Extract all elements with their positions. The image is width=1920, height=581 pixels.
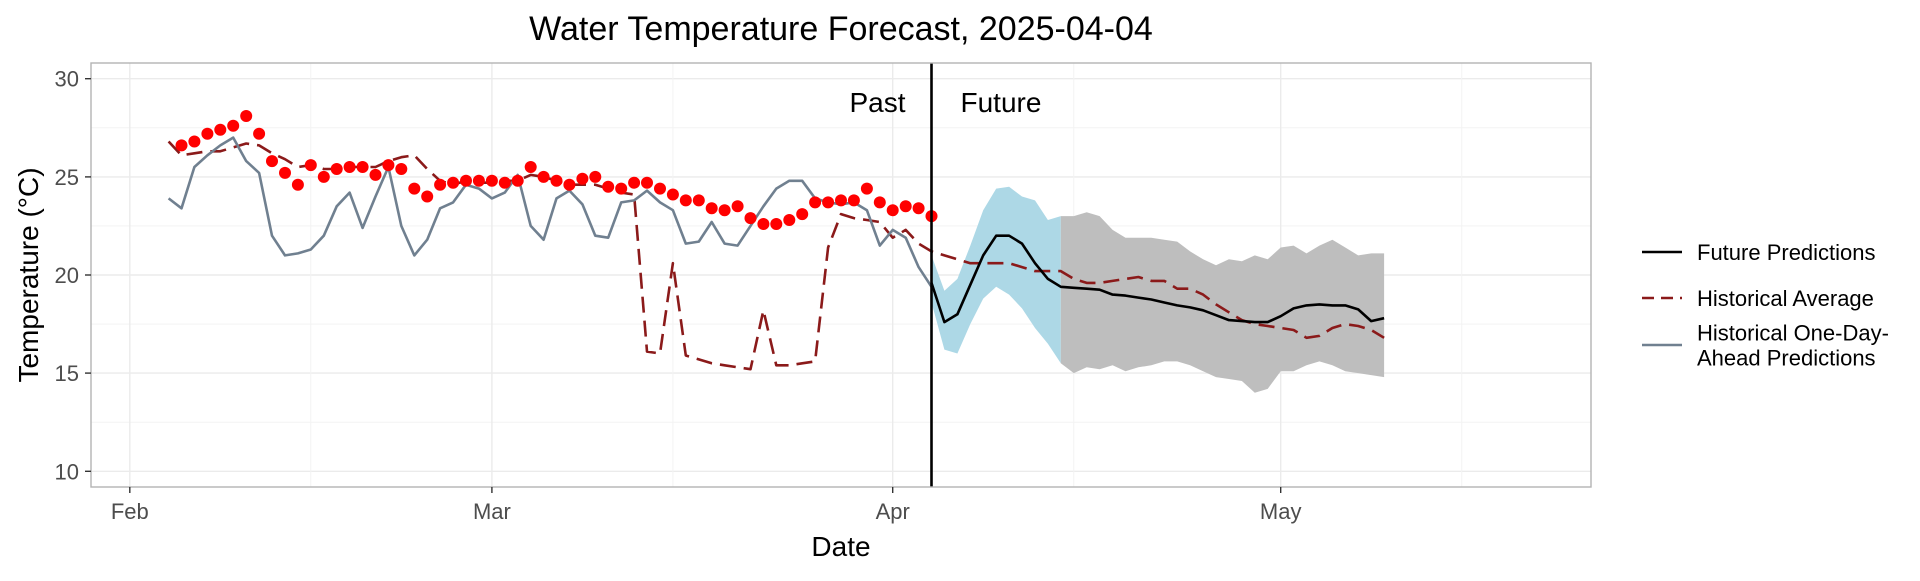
x-tick-label: Mar — [473, 499, 511, 524]
observed-point — [641, 176, 653, 189]
observed-point — [253, 127, 266, 140]
observed-point — [291, 178, 304, 191]
observed-point — [408, 182, 421, 195]
observed-point — [576, 172, 589, 185]
observed-point — [809, 196, 822, 209]
observed-point — [679, 194, 692, 207]
observed-point — [395, 163, 408, 175]
observed-point — [899, 200, 912, 213]
observed-point — [563, 178, 576, 191]
observed-point — [227, 119, 240, 132]
x-tick-label: May — [1260, 499, 1302, 524]
observed-point — [266, 155, 278, 168]
observed-point — [744, 212, 757, 225]
ribbon-near-band — [931, 186, 1061, 364]
y-tick-label: 20 — [55, 263, 79, 288]
observed-point — [757, 218, 770, 230]
observed-point — [537, 170, 550, 183]
ribbon-far-band — [1060, 212, 1385, 393]
observed-point — [822, 196, 835, 209]
observed-point — [550, 174, 563, 187]
x-axis-title: Date — [811, 531, 870, 562]
y-tick-label: 25 — [55, 165, 79, 190]
observed-point — [666, 188, 679, 201]
observed-point — [628, 176, 641, 189]
observed-point — [434, 178, 447, 191]
observed-point — [705, 202, 718, 215]
observed-point — [615, 182, 628, 195]
observed-point — [912, 202, 925, 215]
observed-point — [498, 176, 511, 189]
ribbons — [931, 186, 1385, 393]
observed-point — [175, 139, 188, 152]
observed-point — [589, 170, 602, 183]
series-lines — [167, 136, 1385, 371]
observed-point — [692, 194, 705, 207]
observed-point — [188, 135, 201, 148]
legend-label: Historical Average — [1697, 286, 1874, 311]
observed-point — [460, 174, 472, 187]
future-predictions-line — [930, 234, 1385, 324]
observed-point — [421, 190, 434, 203]
y-axis-title: Temperature (°C) — [13, 167, 44, 382]
y-tick-label: 30 — [55, 67, 79, 92]
observed-point — [835, 194, 847, 207]
observed-point — [317, 170, 330, 183]
observed-point — [860, 182, 873, 195]
y-tick-label: 10 — [55, 459, 79, 484]
observed-point — [770, 218, 783, 230]
legend-label: Historical One-Day- — [1697, 321, 1889, 346]
observed-point — [382, 159, 395, 172]
legend-label: Ahead Predictions — [1697, 346, 1876, 371]
historical-average-line — [167, 140, 1385, 371]
observed-point — [796, 208, 809, 221]
legend: Future Predictions Historical Average Hist… — [1642, 240, 1889, 371]
observed-point — [511, 174, 524, 187]
observed-point — [485, 174, 498, 187]
observed-point — [718, 204, 731, 217]
observed-point — [356, 161, 369, 173]
past-annotation: Past — [849, 87, 905, 118]
observed-point — [847, 194, 860, 207]
observed-point — [654, 182, 666, 195]
observed-point — [447, 176, 460, 189]
observed-point — [783, 214, 796, 226]
observed-point — [214, 123, 227, 136]
observed-point — [873, 196, 886, 209]
observed-point — [279, 166, 291, 179]
legend-label: Future Predictions — [1697, 240, 1876, 265]
observed-point — [330, 163, 343, 175]
x-tick-label: Apr — [876, 499, 910, 524]
observed-point — [886, 204, 899, 217]
x-tick-labels: Feb Mar Apr May — [111, 487, 1302, 524]
future-annotation: Future — [961, 87, 1042, 118]
one-day-ahead-line — [167, 136, 933, 288]
observed-point — [343, 161, 356, 173]
observed-point — [240, 110, 253, 122]
chart-title: Water Temperature Forecast, 2025-04-04 — [529, 10, 1153, 48]
y-tick-labels: 10 15 20 25 30 — [55, 67, 91, 484]
observed-point — [369, 168, 382, 181]
observed-point — [201, 127, 214, 140]
observed-point — [731, 200, 744, 213]
observed-points — [175, 110, 938, 230]
y-tick-label: 15 — [55, 361, 79, 386]
x-tick-label: Feb — [111, 499, 149, 524]
observed-point — [472, 174, 485, 187]
observed-point — [524, 161, 537, 173]
observed-point — [602, 180, 615, 193]
observed-point — [304, 159, 317, 172]
